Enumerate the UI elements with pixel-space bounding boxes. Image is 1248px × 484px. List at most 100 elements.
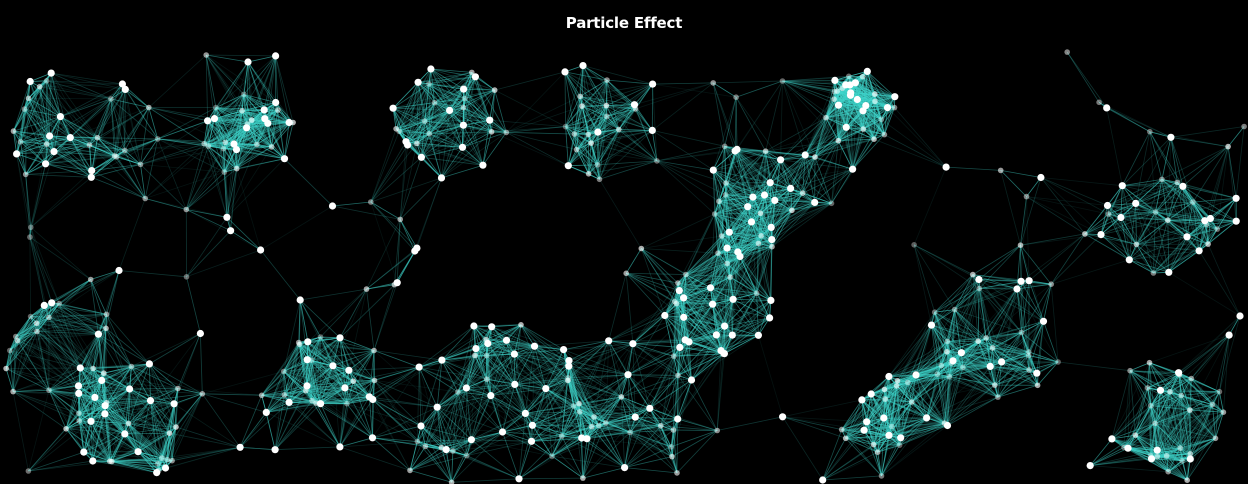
particle-link <box>277 110 285 159</box>
particle-link <box>51 302 99 335</box>
particle-link <box>172 446 241 462</box>
particle-link <box>204 109 265 145</box>
particle-link <box>482 132 507 166</box>
particle-link <box>78 385 130 390</box>
particle-link <box>215 107 258 145</box>
particle-link <box>20 141 55 152</box>
particle-link <box>28 420 92 472</box>
particle-link <box>94 328 107 398</box>
particle-link <box>36 313 107 324</box>
particle-link <box>12 316 31 392</box>
particle-link <box>224 94 245 143</box>
particle-link <box>46 80 112 100</box>
particle-link <box>214 118 235 145</box>
particle-link <box>106 402 129 424</box>
particle-link <box>148 107 208 122</box>
particle-link <box>223 172 228 218</box>
particle-link <box>79 367 92 422</box>
particle-link <box>149 333 201 365</box>
particle-link <box>140 143 205 165</box>
particle-link <box>656 160 720 202</box>
particle-link <box>28 428 67 472</box>
particle-link <box>16 81 31 154</box>
particle-link <box>223 144 257 150</box>
particle-link <box>203 120 208 144</box>
particle-link <box>15 316 31 337</box>
particle-link <box>149 363 175 405</box>
particle-link <box>185 143 235 210</box>
particle-link <box>12 317 50 392</box>
particle-link <box>104 405 129 424</box>
particle-link <box>15 336 79 387</box>
particle-link <box>30 316 79 387</box>
particle-link <box>58 303 79 386</box>
particle-link <box>65 367 81 429</box>
particle-link <box>129 388 163 459</box>
particle-link <box>185 143 205 210</box>
particle-link <box>59 303 107 329</box>
particle-link <box>46 80 90 146</box>
particle-link <box>51 302 81 369</box>
particle-link <box>271 122 290 148</box>
particle-link <box>207 120 225 173</box>
particle-link <box>29 236 53 303</box>
particle-link <box>157 138 205 145</box>
particle-link <box>652 83 737 98</box>
particle-link <box>44 305 107 315</box>
particle-link <box>45 156 117 165</box>
particle-link <box>17 333 99 342</box>
particle-link <box>36 305 45 332</box>
particle-link <box>60 116 115 157</box>
particle-link <box>275 55 294 123</box>
particle-link <box>93 363 150 369</box>
particle-link <box>44 270 120 306</box>
particle-link <box>148 107 226 143</box>
particle-link <box>36 313 107 332</box>
particle-link <box>98 270 120 335</box>
particle-link <box>105 400 151 407</box>
particle-link <box>65 420 92 430</box>
particle-link <box>1090 465 1169 473</box>
particle-link <box>46 73 52 145</box>
particle-link <box>124 150 146 199</box>
particle-link <box>65 428 113 462</box>
particle-link <box>114 89 126 156</box>
particle-link <box>148 107 209 147</box>
particle-link <box>608 273 627 341</box>
particle-link <box>1153 211 1156 274</box>
particle-link <box>13 116 61 132</box>
particle-link <box>30 151 55 228</box>
particle-link <box>50 72 71 138</box>
particle-link <box>12 391 67 430</box>
particle-link <box>913 244 932 326</box>
particle-link <box>241 55 276 112</box>
particle-link <box>780 80 783 160</box>
particle-link <box>207 120 224 149</box>
particle-link <box>208 110 243 147</box>
particle-link <box>70 89 126 138</box>
particle-link <box>978 244 1021 280</box>
particle-link <box>116 83 123 157</box>
particle-link <box>48 389 92 422</box>
particle-link <box>59 303 107 315</box>
particle-link <box>224 142 238 169</box>
particle-link <box>97 89 126 138</box>
particle-link <box>30 72 52 82</box>
particle-link <box>105 327 150 365</box>
particle-link <box>17 316 31 341</box>
particle-link <box>5 368 50 391</box>
particle-link <box>78 334 99 387</box>
particle-link <box>45 155 115 165</box>
particle-link <box>225 122 290 143</box>
particle-link <box>214 94 245 119</box>
particle-link <box>91 156 117 178</box>
particle-link <box>60 116 117 158</box>
particle-link <box>608 315 665 342</box>
particle-link <box>80 367 102 381</box>
particle-link <box>214 110 243 119</box>
particle-link <box>79 367 96 398</box>
particle-link <box>214 61 249 119</box>
particle-link <box>103 372 130 390</box>
particle-link <box>765 80 783 152</box>
particle-link <box>247 61 294 123</box>
